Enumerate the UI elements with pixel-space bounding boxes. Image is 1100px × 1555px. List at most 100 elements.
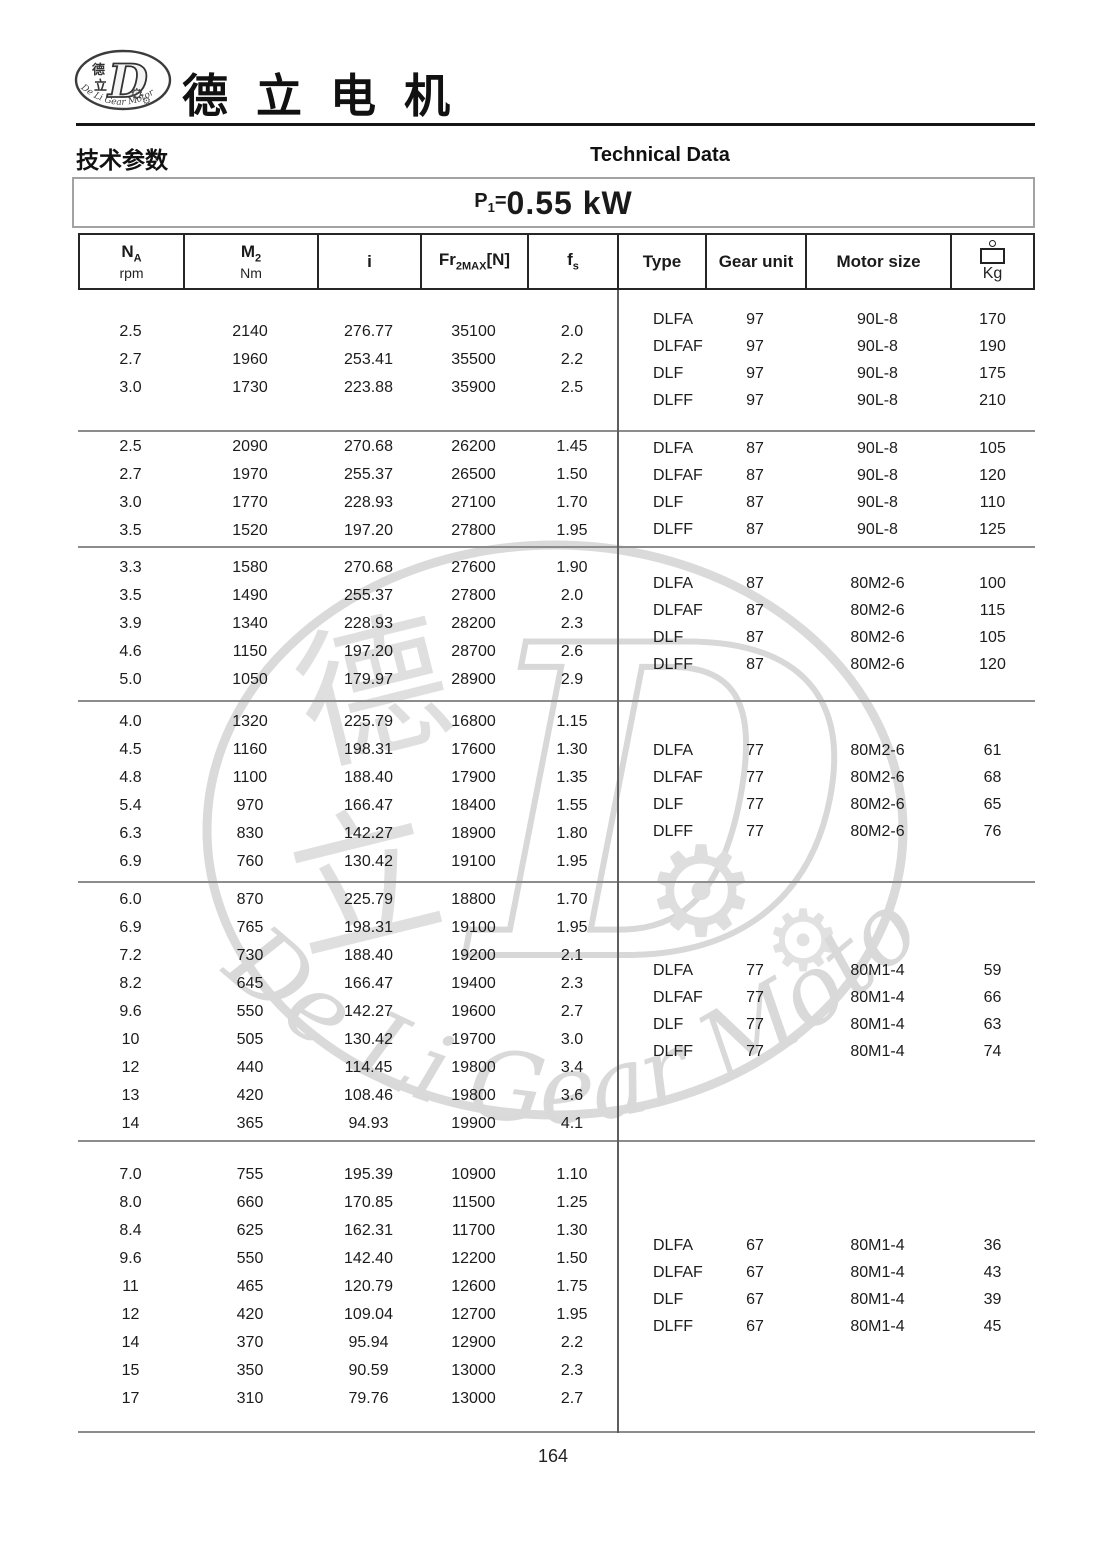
motor-size-value: 80M2-6 [850, 574, 905, 592]
weight-icon [980, 239, 1005, 264]
motor-size-value: 90L-8 [857, 493, 898, 511]
na-value: 2.7 [119, 351, 142, 368]
motor-size-value: 90L-8 [857, 364, 898, 382]
performance-data-row: 8.0 660 170.85 11500 1.25 [78, 1189, 617, 1217]
i-value: 223.88 [344, 379, 393, 396]
m2-value: 1340 [232, 615, 268, 632]
model-data-row: DLF 87 80M2-6 105 [617, 624, 1035, 651]
performance-data-row: 4.8 1100 188.40 17900 1.35 [78, 764, 617, 792]
gear-unit-value: 87 [746, 493, 764, 511]
motor-size-value: 80M2-6 [850, 823, 905, 840]
m2-value: 1970 [232, 466, 268, 483]
fs-value: 2.0 [560, 323, 584, 340]
motor-size-value: 80M2-6 [850, 796, 905, 813]
fs-value: 2.5 [560, 379, 584, 396]
group-model-columns: DLFA 67 80M1-4 36 DLFAF 67 80M1-4 43 DLF 67 80M1-4… [617, 1142, 1035, 1431]
fr2max-value: 12900 [451, 1333, 496, 1351]
type-value: DLFAF [653, 601, 703, 619]
i-value: 166.47 [344, 974, 393, 992]
weight-kg-value: 61 [983, 742, 1002, 759]
column-header-fr2max: Fr2MAX[N] [422, 235, 529, 288]
weight-kg-value: 110 [979, 493, 1006, 511]
fr2max-value: 28700 [451, 643, 496, 660]
model-data-row: DLF 87 90L-8 110 [617, 489, 1035, 516]
na-value: 9.6 [119, 1249, 142, 1267]
weight-kg-value: 36 [983, 1237, 1002, 1254]
gear-unit-value: 87 [746, 439, 764, 457]
fs-value: 2.3 [560, 1361, 584, 1379]
type-value: DLF [653, 628, 684, 646]
weight-kg-value: 45 [983, 1318, 1002, 1335]
motor-size-value: 80M1-4 [850, 1237, 905, 1254]
na-value: 12 [121, 1058, 140, 1076]
i-value: 225.79 [344, 712, 393, 730]
gear-unit-value: 77 [746, 989, 764, 1006]
i-value: 162.31 [344, 1221, 393, 1239]
motor-size-value: 80M1-4 [850, 1016, 905, 1033]
weight-kg-value: 175 [979, 364, 1006, 382]
performance-data-row: 2.7 1960 253.41 35500 2.2 [78, 346, 617, 374]
performance-data-row: 4.6 1150 197.20 28700 2.6 [78, 638, 617, 666]
motor-size-value: 80M1-4 [850, 989, 905, 1006]
na-value: 8.0 [119, 1193, 142, 1211]
fr2max-value: 13000 [451, 1361, 496, 1379]
model-data-row: DLFF 87 90L-8 125 [617, 516, 1035, 543]
i-value: 188.40 [344, 768, 393, 786]
model-data-row: DLFF 97 90L-8 210 [617, 387, 1035, 414]
i-value: 270.68 [344, 438, 393, 455]
type-value: DLFA [653, 1237, 694, 1254]
na-value: 14 [121, 1114, 140, 1132]
performance-data-row: 12 420 109.04 12700 1.95 [78, 1301, 617, 1329]
power-rating-box: P1= 0.55 kW [72, 177, 1035, 228]
gear-unit-value: 87 [746, 574, 764, 592]
fr2max-value: 19700 [451, 1030, 496, 1048]
fr2max-value: 18400 [451, 796, 496, 814]
m2-value: 550 [236, 1002, 264, 1020]
model-data-row: DLFF 77 80M1-4 74 [617, 1039, 1035, 1066]
fs-value: 2.1 [560, 946, 584, 964]
fs-value: 2.3 [560, 974, 584, 992]
model-data-row: DLF 97 90L-8 175 [617, 360, 1035, 387]
fr2max-value: 12700 [451, 1305, 496, 1323]
i-value: 188.40 [344, 946, 393, 964]
i-value: 255.37 [344, 466, 393, 483]
performance-data-row: 15 350 90.59 13000 2.3 [78, 1357, 617, 1385]
gear-unit-value: 87 [746, 520, 764, 538]
brand-name: 德立电机 [182, 69, 478, 123]
m2-value: 1160 [232, 740, 268, 758]
group-performance-columns: 7.0 755 195.39 10900 1.10 8.0 660 170.85 11500 1.… [78, 1142, 617, 1431]
i-value: 228.93 [344, 615, 393, 632]
table-group-3: 3.3 1580 270.68 27600 1.90 3.5 1490 255.37 27800… [78, 548, 1035, 702]
fs-value: 1.50 [556, 466, 588, 483]
type-value: DLFF [653, 655, 693, 673]
model-data-row: DLFAF 77 80M1-4 66 [617, 985, 1035, 1012]
na-value: 7.2 [119, 946, 142, 964]
m2-value: 760 [236, 852, 264, 870]
weight-kg-value: 65 [983, 796, 1002, 813]
gear-unit-value: 67 [746, 1318, 764, 1335]
motor-size-value: 80M1-4 [850, 1043, 905, 1060]
fs-value: 1.95 [556, 852, 588, 870]
na-value: 6.3 [119, 824, 142, 842]
performance-data-row: 12 440 114.45 19800 3.4 [78, 1054, 617, 1082]
i-value: 130.42 [344, 852, 393, 870]
fr2max-value: 18900 [451, 824, 496, 842]
m2-value: 1580 [232, 559, 268, 576]
m2-value: 1050 [232, 671, 268, 688]
m2-value: 730 [236, 946, 264, 964]
motor-size-value: 80M2-6 [850, 601, 905, 619]
gear-unit-value: 97 [746, 337, 764, 355]
fs-value: 1.25 [556, 1193, 588, 1211]
fr2max-value: 19200 [451, 946, 496, 964]
gear-unit-value: 97 [746, 364, 764, 382]
fs-value: 1.30 [556, 1221, 588, 1239]
fs-value: 3.6 [560, 1086, 584, 1104]
gear-unit-value: 77 [746, 1043, 764, 1060]
performance-data-row: 3.0 1730 223.88 35900 2.5 [78, 374, 617, 402]
fs-value: 1.35 [556, 768, 588, 786]
fr2max-value: 19800 [451, 1058, 496, 1076]
performance-data-row: 2.5 2090 270.68 26200 1.45 [78, 433, 617, 461]
i-value: 94.93 [348, 1114, 389, 1132]
performance-data-row: 2.7 1970 255.37 26500 1.50 [78, 461, 617, 489]
model-data-row: DLFA 77 80M2-6 61 [617, 738, 1035, 765]
